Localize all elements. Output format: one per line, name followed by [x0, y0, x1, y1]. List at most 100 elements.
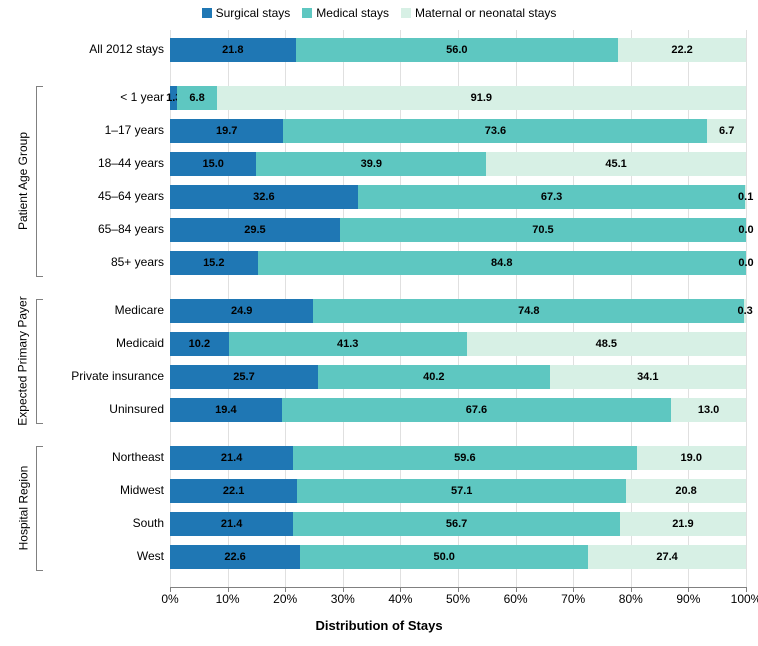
bar-value-label: 21.9 [672, 518, 693, 530]
bar-row: 21.8 56.0 22.2 [170, 38, 746, 62]
bar-value-label: 56.0 [446, 44, 467, 56]
bar-row: 19.467.6 13.0 [170, 398, 746, 422]
bar-value-label: 21.8 [222, 44, 243, 56]
x-tick-label: 100% [731, 592, 758, 606]
bar-segment: 6.8 [177, 86, 216, 110]
category-label: All 2012 stays [89, 42, 164, 56]
bar-value-label: 19.7 [216, 125, 237, 137]
bar-value-label: 25.7 [233, 371, 254, 383]
bar-value-label: 73.6 [485, 125, 506, 137]
category-label: < 1 year [120, 90, 164, 104]
bar-value-label: 67.3 [541, 191, 562, 203]
bar-segment: 34.1 [550, 365, 746, 389]
category-label: Midwest [120, 483, 164, 497]
bar-segment: 20.8 [626, 479, 746, 503]
legend-item-maternal: Maternal or neonatal stays [401, 6, 556, 20]
bar-segment: 22.6 [170, 545, 300, 569]
bar-segment: 48.5 [467, 332, 746, 356]
bar-row: 21.4 56.7 21.9 [170, 512, 746, 536]
group-label-container: Hospital Region [14, 446, 32, 569]
bar-value-label: 19.0 [681, 452, 702, 464]
bar-segment: 67.6 [282, 398, 671, 422]
category-label: Northeast [112, 450, 164, 464]
bar-segment: 15.0 [170, 152, 256, 176]
bar-row: 29.570.50.0 [170, 218, 746, 242]
x-tick-label: 10% [216, 592, 240, 606]
category-label: 45–64 years [98, 189, 164, 203]
bar-value-label: 40.2 [423, 371, 444, 383]
bar-segment: 19.7 [170, 119, 283, 143]
x-tick-label: 0% [161, 592, 178, 606]
bar-segment: 21.8 [170, 38, 296, 62]
category-label: Medicaid [116, 336, 164, 350]
bar-row: 10.241.348.5 [170, 332, 746, 356]
bar-value-label: 48.5 [596, 338, 617, 350]
bar-value-label: 50.0 [433, 551, 454, 563]
group-label: Patient Age Group [16, 131, 30, 229]
bar-segment: 22.2 [618, 38, 746, 62]
bar-value-label: 6.7 [719, 125, 734, 137]
bar-segment: 50.0 [300, 545, 588, 569]
legend: Surgical stays Medical stays Maternal or… [0, 0, 758, 20]
bar-segment: 39.9 [256, 152, 486, 176]
bar-segment: 32.6 [170, 185, 358, 209]
bar-row: 24.974.80.3 [170, 299, 746, 323]
bar-value-label: 15.0 [202, 158, 223, 170]
x-tick-label: 70% [561, 592, 585, 606]
bar-value-label: 91.9 [471, 92, 492, 104]
bar-value-label: 56.7 [446, 518, 467, 530]
bar-value-label: 15.2 [203, 257, 224, 269]
bar-value-label: 13.0 [698, 404, 719, 416]
bar-row: 25.7 40.2 34.1 [170, 365, 746, 389]
category-label: South [133, 516, 164, 530]
bar-value-label: 0.0 [738, 224, 753, 236]
x-tick-label: 40% [388, 592, 412, 606]
bar-segment: 73.6 [283, 119, 707, 143]
bar-segment: 19.0 [637, 446, 746, 470]
category-label: Medicare [115, 303, 164, 317]
bar-segment: 41.3 [229, 332, 467, 356]
bar-value-label: 22.1 [223, 485, 244, 497]
bar-segment: 21.9 [620, 512, 746, 536]
bar-value-label: 34.1 [637, 371, 658, 383]
legend-swatch [302, 8, 312, 18]
bar-value-label: 21.4 [221, 518, 242, 530]
bar-segment: 19.4 [170, 398, 282, 422]
bar-row: 1.36.891.9 [170, 86, 746, 110]
x-tick-label: 20% [273, 592, 297, 606]
category-label: 65–84 years [98, 222, 164, 236]
bar-value-label: 32.6 [253, 191, 274, 203]
bar-segment: 57.1 [297, 479, 626, 503]
bar-segment: 56.0 [296, 38, 619, 62]
category-label: Private insurance [71, 369, 164, 383]
bar-segment: 21.4 [170, 512, 293, 536]
bar-segment: 13.0 [671, 398, 746, 422]
bar-segment: 56.7 [293, 512, 620, 536]
bar-value-label: 21.4 [221, 452, 242, 464]
group-label-container: Patient Age Group [14, 86, 32, 275]
bar-row: 15.284.80.0 [170, 251, 746, 275]
group-label: Expected Primary Payer [16, 296, 30, 425]
bar-segment: 29.5 [170, 218, 340, 242]
bar-value-label: 29.5 [244, 224, 265, 236]
bar-value-label: 24.9 [231, 305, 252, 317]
bar-value-label: 0.1 [738, 191, 753, 203]
group-label-container: Expected Primary Payer [14, 299, 32, 422]
group-bracket [36, 299, 43, 424]
bar-segment: 45.1 [486, 152, 746, 176]
plot-area: 21.856.022.21.36.891.919.773.66.715.039.… [170, 30, 746, 588]
bar-value-label: 39.9 [361, 158, 382, 170]
bar-row: 22.650.027.4 [170, 545, 746, 569]
legend-swatch [401, 8, 411, 18]
x-tick-label: 60% [504, 592, 528, 606]
bar-segment: 15.2 [170, 251, 258, 275]
bar-segment: 24.9 [170, 299, 313, 323]
x-tick-label: 50% [446, 592, 470, 606]
category-label: 85+ years [111, 255, 164, 269]
legend-label: Maternal or neonatal stays [415, 6, 556, 20]
x-axis-title: Distribution of Stays [0, 618, 758, 633]
bar-value-label: 84.8 [491, 257, 512, 269]
bar-segment: 74.8 [313, 299, 744, 323]
bar-row: 22.1 57.120.8 [170, 479, 746, 503]
distribution-of-stays-chart: Surgical stays Medical stays Maternal or… [0, 0, 758, 646]
